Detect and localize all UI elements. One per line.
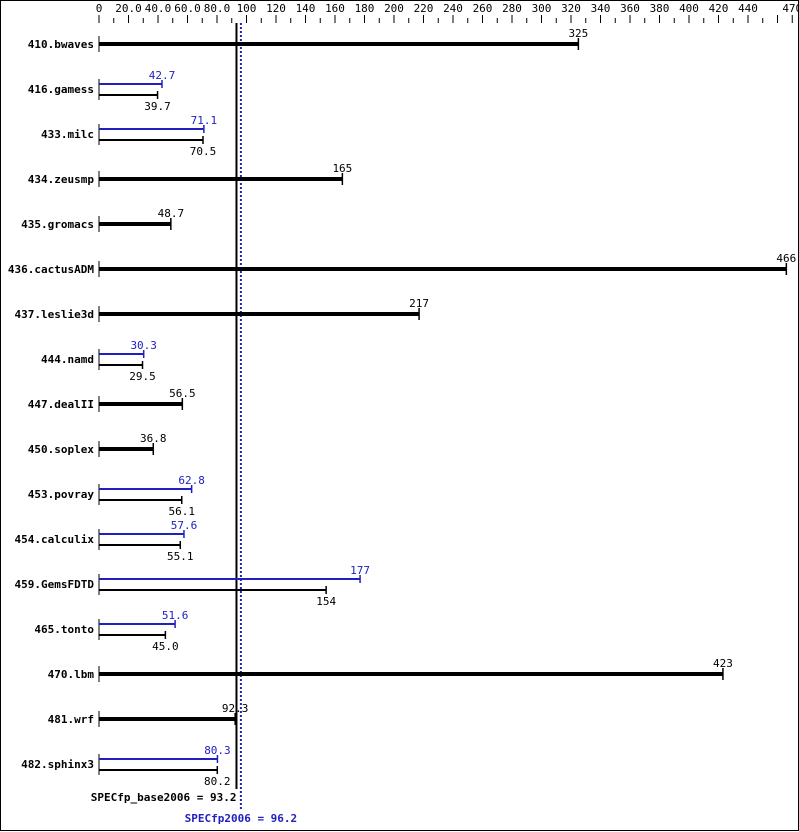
peak-value-label: 62.8	[178, 474, 205, 487]
axis-tick-label: 120	[266, 2, 286, 15]
benchmark-label: 481.wrf	[48, 713, 94, 726]
axis-tick-label: 380	[650, 2, 670, 15]
benchmark-label: 470.lbm	[48, 668, 95, 681]
axis-tick-label: 240	[443, 2, 463, 15]
base-value-label: 48.7	[158, 207, 185, 220]
benchmark-label: 437.leslie3d	[15, 308, 94, 321]
axis-tick-label: 80.0	[204, 2, 231, 15]
axis-tick-label: 280	[502, 2, 522, 15]
benchmark-label: 482.sphinx3	[21, 758, 94, 771]
axis-tick-label: 100	[237, 2, 257, 15]
axis-tick-label: 140	[296, 2, 316, 15]
peak-value-label: 57.6	[171, 519, 198, 532]
benchmark-label: 459.GemsFDTD	[15, 578, 95, 591]
axis-tick-label: 0	[96, 2, 103, 15]
axis-tick-label: 200	[384, 2, 404, 15]
peak-value-label: 71.1	[191, 114, 218, 127]
benchmark-label: 465.tonto	[34, 623, 94, 636]
base-value-label: 217	[409, 297, 429, 310]
base-value-label: 80.2	[204, 775, 231, 788]
base-value-label: 36.8	[140, 432, 167, 445]
peak-value-label: 51.6	[162, 609, 189, 622]
base-value-label: 70.5	[190, 145, 217, 158]
peak-value-label: 30.3	[130, 339, 157, 352]
base-value-label: 325	[568, 27, 588, 40]
axis-tick-label: 320	[561, 2, 581, 15]
benchmark-label: 434.zeusmp	[28, 173, 95, 186]
benchmark-label: 447.dealII	[28, 398, 94, 411]
base-value-label: 39.7	[144, 100, 171, 113]
base-value-label: 45.0	[152, 640, 179, 653]
base-value-label: 154	[316, 595, 336, 608]
benchmark-label: 433.milc	[41, 128, 94, 141]
benchmark-label: 444.namd	[41, 353, 94, 366]
base-value-label: 423	[713, 657, 733, 670]
axis-tick-label: 40.0	[145, 2, 172, 15]
axis-tick-label: 340	[591, 2, 611, 15]
benchmark-label: 416.gamess	[28, 83, 94, 96]
axis-tick-label: 400	[679, 2, 699, 15]
peak-value-label: 177	[350, 564, 370, 577]
axis-tick-label: 420	[709, 2, 729, 15]
axis-tick-label: 180	[355, 2, 375, 15]
axis-tick-label: 220	[414, 2, 434, 15]
axis-tick-label: 160	[325, 2, 345, 15]
benchmark-label: 454.calculix	[15, 533, 95, 546]
axis-tick-label: 470	[782, 2, 799, 15]
axis-tick-label: 260	[473, 2, 493, 15]
benchmark-label: 450.soplex	[28, 443, 95, 456]
base-value-label: 55.1	[167, 550, 194, 563]
axis-tick-label: 440	[738, 2, 758, 15]
base-value-label: 165	[332, 162, 352, 175]
peak-value-label: 80.3	[204, 744, 231, 757]
base-value-label: 56.1	[168, 505, 195, 518]
benchmark-label: 435.gromacs	[21, 218, 94, 231]
axis-tick-label: 60.0	[174, 2, 201, 15]
benchmark-label: 453.povray	[28, 488, 95, 501]
peak-value-label: 42.7	[149, 69, 176, 82]
axis-tick-label: 300	[532, 2, 552, 15]
base-value-label: 466	[776, 252, 796, 265]
peak-score-label: SPECfp2006 = 96.2	[185, 812, 298, 825]
axis-tick-label: 360	[620, 2, 640, 15]
benchmark-label: 410.bwaves	[28, 38, 94, 51]
base-value-label: 92.3	[222, 702, 249, 715]
base-value-label: 29.5	[129, 370, 156, 383]
base-score-label: SPECfp_base2006 = 93.2	[91, 791, 237, 804]
base-value-label: 56.5	[169, 387, 196, 400]
benchmark-label: 436.cactusADM	[8, 263, 94, 276]
axis-tick-label: 20.0	[115, 2, 142, 15]
